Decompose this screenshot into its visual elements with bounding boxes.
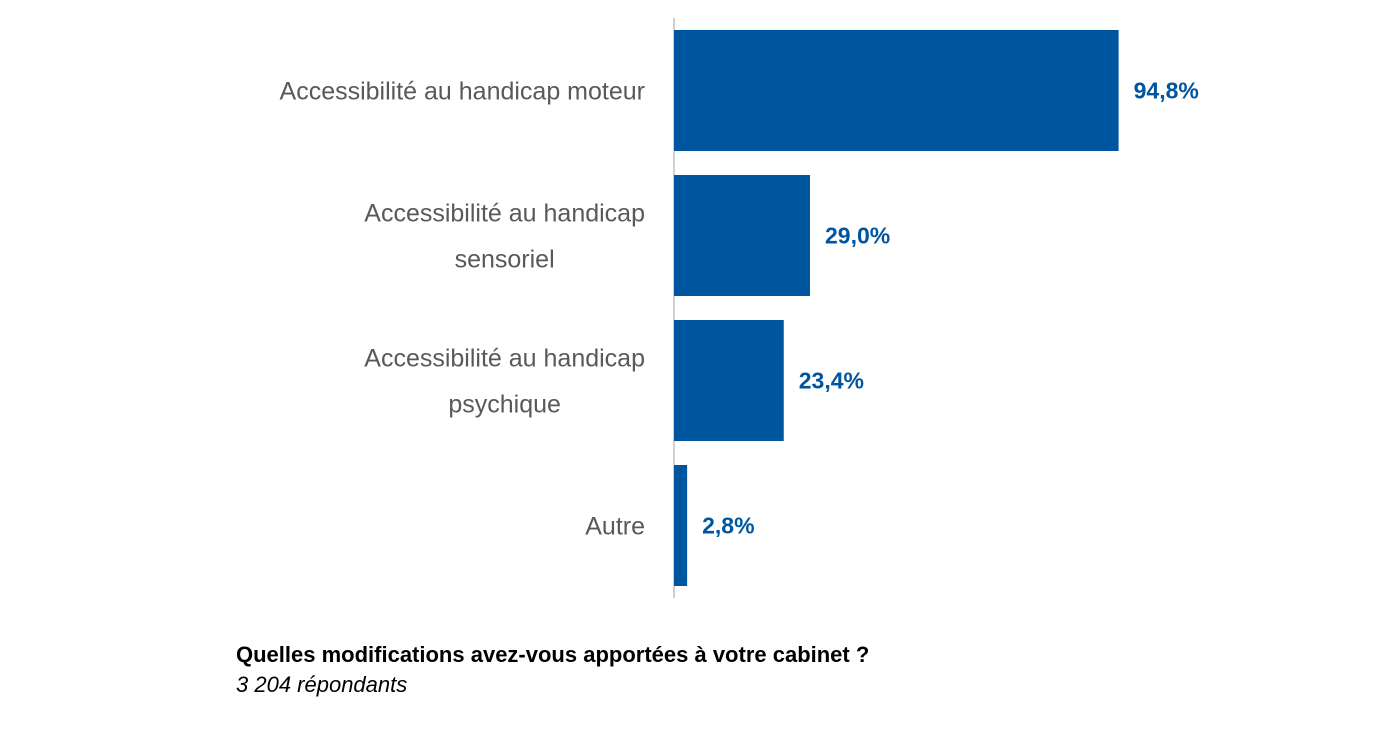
chart-subtitle: 3 204 répondants [236,672,408,697]
category-label-autre: Autre [585,513,645,541]
category-label-accessibilite-au-handicap-psychique-line-2: psychique [448,391,561,419]
bar-autre [674,465,688,586]
bar-chart: 94,8% Accessibilité au handicap moteur 29,… [280,18,1199,598]
chart-caption: Quelles modifications avez-vous apportée… [236,640,869,700]
category-label-accessibilite-au-handicap-moteur: Accessibilité au handicap moteur [280,78,645,106]
chart-title: Quelles modifications avez-vous apportée… [236,642,870,667]
value-label-accessibilite-au-handicap-moteur: 94,8% [1134,78,1199,104]
value-label-autre: 2,8% [702,513,754,539]
category-label-accessibilite-au-handicap-sensoriel-line-2: sensoriel [455,246,555,274]
category-label-accessibilite-au-handicap-sensoriel-line-1: Accessibilité au handicap [364,200,645,228]
bar-accessibilite-au-handicap-sensoriel [674,175,811,296]
value-label-accessibilite-au-handicap-psychique: 23,4% [799,368,864,394]
category-label-accessibilite-au-handicap-psychique-line-1: Accessibilité au handicap [364,345,645,373]
bar-accessibilite-au-handicap-psychique [674,320,784,441]
value-label-accessibilite-au-handicap-sensoriel: 29,0% [825,223,890,249]
bar-accessibilite-au-handicap-moteur [674,30,1119,151]
